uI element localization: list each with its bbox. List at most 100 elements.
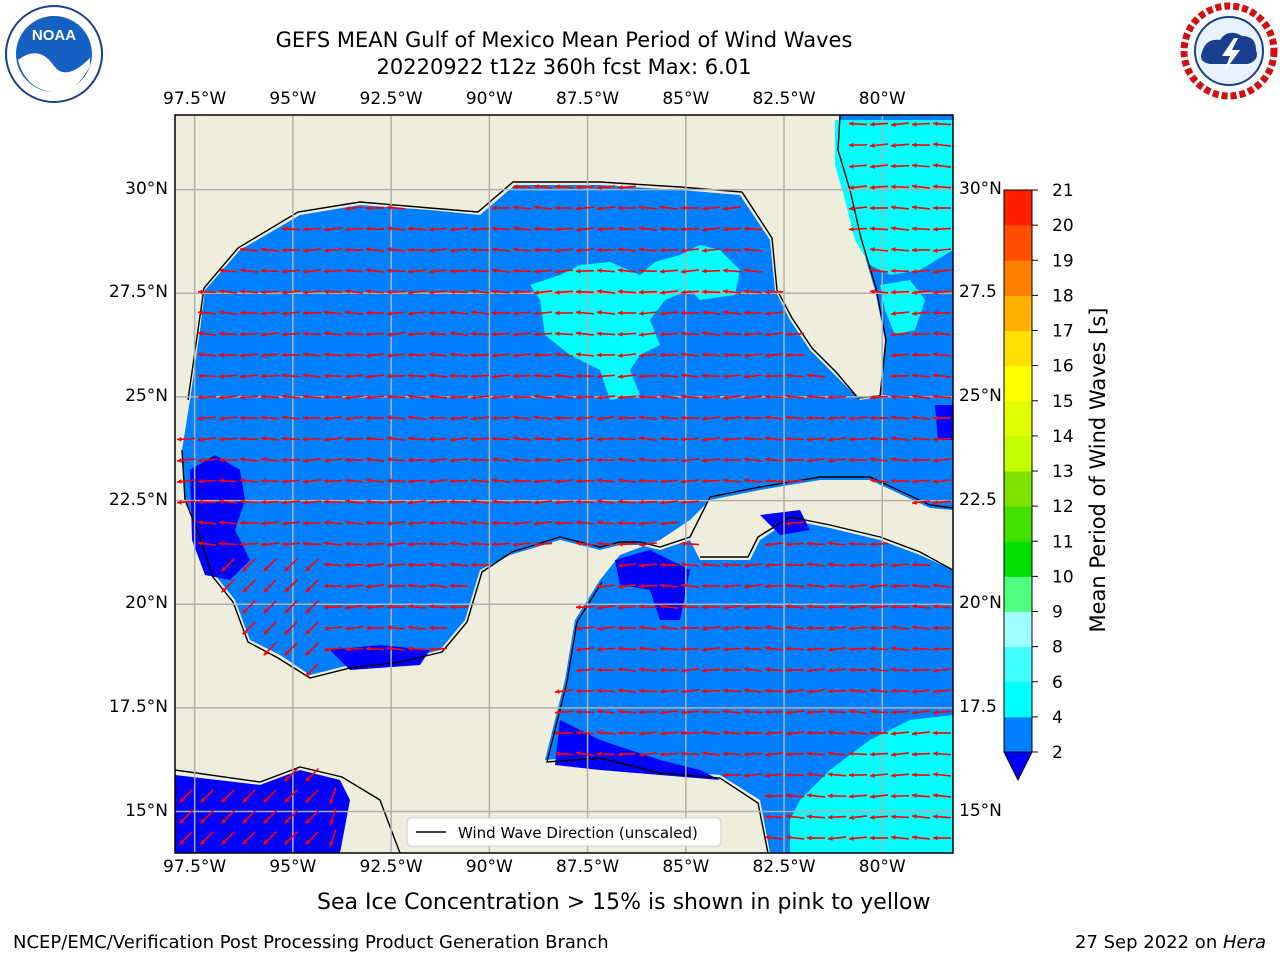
wind-wave-arrow xyxy=(743,457,763,462)
wind-wave-arrow xyxy=(680,331,700,337)
wind-wave-arrow xyxy=(428,394,448,400)
wind-wave-arrow xyxy=(428,436,448,442)
wind-wave-arrow xyxy=(932,184,952,190)
wind-wave-arrow xyxy=(554,415,574,421)
wind-wave-arrow xyxy=(827,668,847,673)
wind-wave-arrow xyxy=(890,604,910,610)
wind-wave-arrow xyxy=(407,583,427,589)
wind-wave-arrow xyxy=(554,352,574,357)
wind-wave-arrow xyxy=(554,289,574,295)
wind-wave-arrow xyxy=(533,352,553,358)
wind-wave-arrow xyxy=(305,579,319,593)
wind-wave-arrow xyxy=(722,583,742,589)
wind-wave-arrow xyxy=(386,415,406,420)
wind-wave-arrow xyxy=(848,815,868,820)
wind-wave-arrow xyxy=(533,268,553,274)
wind-wave-arrow xyxy=(890,563,910,568)
wind-wave-arrow xyxy=(932,625,952,631)
wind-wave-arrow xyxy=(911,163,931,169)
wind-wave-arrow xyxy=(344,289,364,294)
wind-wave-arrow xyxy=(638,667,658,672)
wind-wave-arrow xyxy=(554,730,574,736)
wind-wave-arrow xyxy=(197,458,217,463)
wind-wave-arrow xyxy=(848,185,868,190)
wind-wave-arrow xyxy=(329,808,337,826)
wind-wave-arrow xyxy=(386,646,406,651)
colorbar-tick-label: 16 xyxy=(1052,357,1074,377)
wind-wave-arrow xyxy=(323,227,343,232)
wind-wave-arrow xyxy=(365,268,385,273)
wind-wave-arrow xyxy=(284,768,298,782)
wind-wave-arrow xyxy=(323,647,343,652)
wind-wave-arrow xyxy=(722,772,742,778)
wind-wave-arrow xyxy=(512,205,532,210)
wind-wave-arrow xyxy=(449,437,469,442)
wind-wave-arrow xyxy=(365,310,385,316)
colorbar: 2 4 6 8 9 10 11 12 13 14 15 16 17 18 19 20 21 xyxy=(1003,181,1074,782)
wind-wave-arrow xyxy=(491,415,511,421)
wind-wave-arrow xyxy=(785,394,805,399)
wind-wave-arrow xyxy=(890,289,910,295)
wind-wave-arrow xyxy=(890,731,910,736)
wind-wave-arrow xyxy=(386,373,406,379)
wind-wave-arrow xyxy=(680,709,700,715)
wind-wave-arrow xyxy=(575,289,595,295)
wind-wave-arrow xyxy=(722,730,742,735)
wind-wave-arrow xyxy=(512,542,532,547)
wind-wave-arrow xyxy=(764,478,784,484)
wind-wave-arrow xyxy=(260,542,280,547)
wind-wave-arrow xyxy=(806,814,826,820)
wind-wave-arrow xyxy=(554,310,574,316)
wind-wave-arrow xyxy=(680,751,700,757)
wind-wave-arrow xyxy=(575,310,595,315)
wind-wave-arrow xyxy=(305,831,319,845)
wind-wave-arrow xyxy=(785,793,805,798)
wind-wave-arrow xyxy=(911,394,931,399)
wind-wave-arrow xyxy=(680,499,700,505)
wind-wave-arrow xyxy=(827,604,847,610)
wind-wave-arrow xyxy=(638,332,658,337)
wind-wave-arrow xyxy=(284,621,298,635)
wind-wave-arrow xyxy=(449,268,469,274)
wind-wave-arrow xyxy=(491,436,511,442)
wind-wave-arrow xyxy=(344,436,364,442)
wind-wave-arrow xyxy=(890,752,910,757)
wind-wave-arrow xyxy=(722,626,742,631)
wind-wave-arrow xyxy=(680,458,700,463)
wind-wave-arrow xyxy=(260,311,280,316)
wind-wave-arrow xyxy=(284,558,298,572)
wind-wave-arrow xyxy=(491,289,511,295)
wind-wave-arrow xyxy=(197,289,217,295)
wind-wave-arrow xyxy=(764,394,784,400)
wind-wave-arrow xyxy=(263,789,277,803)
wind-wave-arrow xyxy=(596,709,616,714)
wind-wave-arrow xyxy=(680,373,700,378)
wind-wave-arrow xyxy=(827,772,847,777)
wind-wave-arrow xyxy=(344,310,364,315)
lat-tick-label-left: 15°N xyxy=(125,800,168,821)
wind-wave-arrow xyxy=(932,205,952,211)
wind-wave-arrow xyxy=(911,646,931,652)
wind-wave-arrow xyxy=(890,163,910,169)
wind-wave-arrow xyxy=(407,331,427,337)
wind-wave-arrow xyxy=(197,394,217,400)
wind-wave-arrow xyxy=(344,395,364,400)
lon-tick-label-top: 92.5°W xyxy=(359,89,423,109)
wind-wave-arrow xyxy=(239,353,259,358)
wind-wave-arrow xyxy=(932,814,952,820)
wind-wave-arrow xyxy=(890,814,910,820)
wind-wave-arrow xyxy=(302,415,322,421)
wind-wave-arrow xyxy=(596,416,616,421)
wind-wave-arrow xyxy=(386,542,406,547)
wind-wave-arrow xyxy=(785,667,805,673)
noaa-logo-text: NOAA xyxy=(32,27,76,44)
wind-wave-arrow xyxy=(491,226,511,232)
wind-wave-arrow xyxy=(638,625,658,630)
wind-wave-arrow xyxy=(890,122,910,127)
wind-wave-arrow xyxy=(701,709,721,715)
wind-wave-arrow xyxy=(491,478,511,483)
wind-wave-arrow xyxy=(890,205,910,210)
wind-wave-arrow xyxy=(617,331,637,337)
wind-wave-arrow xyxy=(659,562,679,568)
wind-wave-arrow xyxy=(281,478,301,484)
